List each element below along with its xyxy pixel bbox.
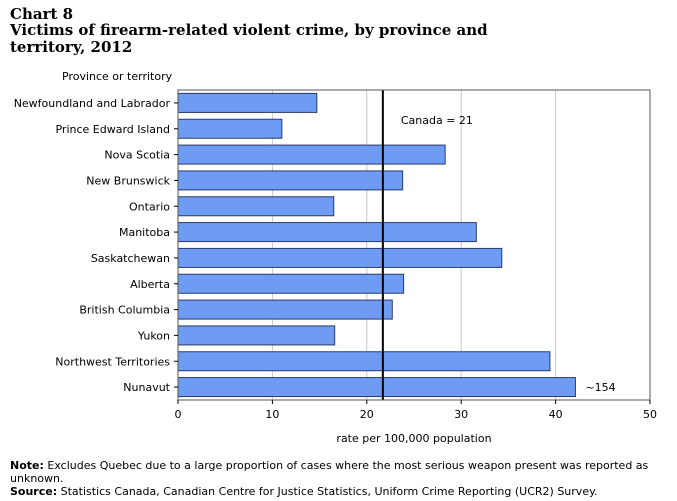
footnotes: Note: Excludes Quebec due to a large pro… bbox=[10, 459, 650, 498]
note-text: Excludes Quebec due to a large proportio… bbox=[10, 459, 649, 485]
category-label: Newfoundland and Labrador bbox=[14, 97, 171, 110]
category-label: British Columbia bbox=[79, 304, 170, 317]
bars bbox=[177, 92, 576, 398]
plot-frame bbox=[177, 89, 651, 401]
category-label: Northwest Territories bbox=[55, 355, 170, 368]
bar bbox=[177, 351, 551, 372]
note: Note: Excludes Quebec due to a large pro… bbox=[10, 459, 650, 485]
category-label: New Brunswick bbox=[86, 174, 170, 187]
x-tick-label: 0 bbox=[175, 408, 182, 421]
category-label: Yukon bbox=[137, 329, 170, 342]
x-axis-title: rate per 100,000 population bbox=[336, 432, 492, 445]
bar bbox=[177, 377, 576, 398]
y-axis-title: Province or territory bbox=[62, 70, 173, 83]
bar bbox=[177, 92, 318, 113]
category-label: Alberta bbox=[130, 278, 170, 291]
source-label: Source: bbox=[10, 485, 58, 498]
x-tick-label: 10 bbox=[265, 408, 279, 421]
gridlines bbox=[271, 90, 557, 400]
bar bbox=[177, 299, 393, 320]
category-label: Nunavut bbox=[123, 381, 170, 394]
category-label: Nova Scotia bbox=[104, 149, 170, 162]
x-tick-label: 30 bbox=[454, 408, 468, 421]
chart-label: Chart 8 bbox=[10, 5, 74, 23]
chart-title: Victims of firearm-related violent crime… bbox=[10, 21, 488, 56]
bar bbox=[177, 325, 336, 346]
axes bbox=[174, 89, 651, 404]
x-tick-label: 20 bbox=[360, 408, 374, 421]
labels: 0 10 20 30 40 50 Newfoundland and Labrador Prin… bbox=[14, 97, 657, 421]
x-tick-label: 50 bbox=[643, 408, 657, 421]
source-text: Statistics Canada, Canadian Centre for J… bbox=[60, 485, 598, 498]
category-label: Ontario bbox=[129, 200, 170, 213]
bar-annotation: ~154 bbox=[585, 381, 615, 394]
bar bbox=[177, 273, 405, 294]
bar bbox=[177, 144, 446, 165]
bar bbox=[177, 222, 477, 243]
category-label: Prince Edward Island bbox=[55, 123, 170, 136]
category-label: Saskatchewan bbox=[91, 252, 170, 265]
source: Source: Statistics Canada, Canadian Cent… bbox=[10, 485, 650, 498]
bar bbox=[177, 247, 503, 268]
category-label: Manitoba bbox=[119, 226, 170, 239]
note-label: Note: bbox=[10, 459, 44, 472]
bar bbox=[177, 170, 404, 191]
reference-line-label: Canada = 21 bbox=[401, 114, 473, 127]
bar bbox=[177, 196, 335, 217]
bar bbox=[177, 118, 283, 139]
x-tick-label: 40 bbox=[549, 408, 563, 421]
